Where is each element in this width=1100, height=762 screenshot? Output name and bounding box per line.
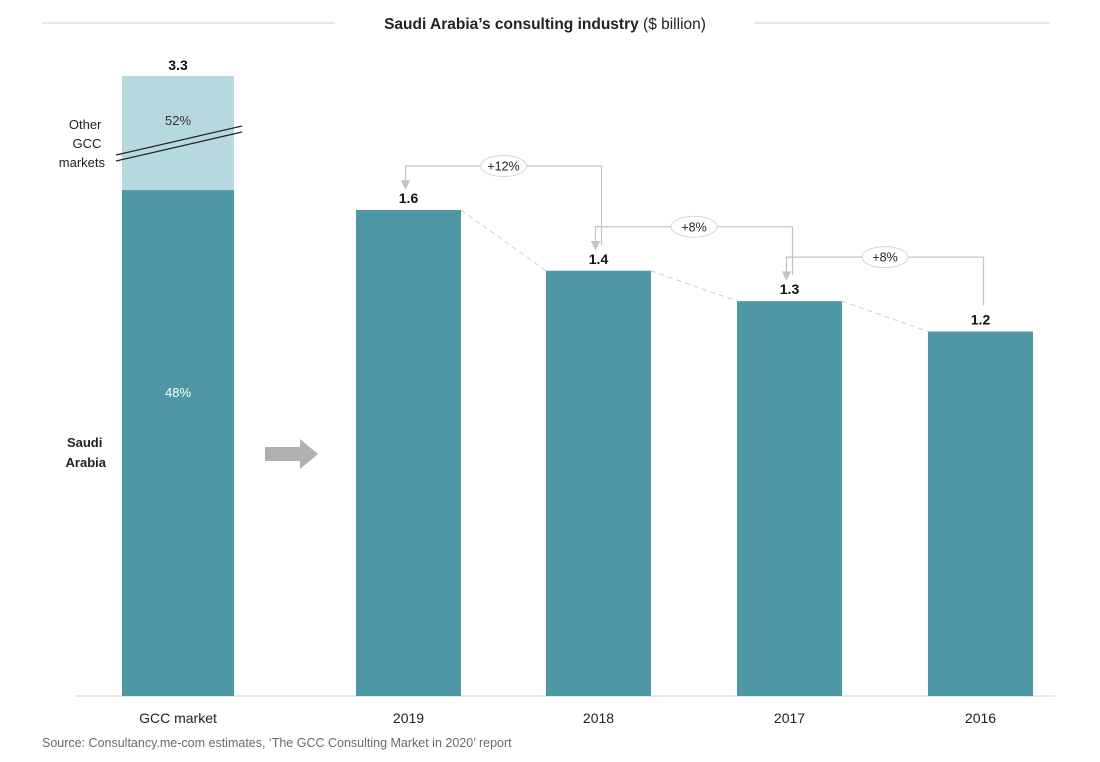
chart-title: Saudi Arabia’s consulting industry ($ bi… <box>384 16 706 33</box>
value-label-2016: 1.2 <box>971 312 991 328</box>
chart-title-main: Saudi Arabia’s consulting industry <box>384 16 639 33</box>
bar-2018 <box>546 270 651 696</box>
yearly-bars: 1.6 2019 1.4 2018 1.3 2017 1.2 2016 +12% +8% +8% <box>356 155 1033 726</box>
growth-label: +8% <box>872 251 897 265</box>
x-label-gcc-market: GCC market <box>139 710 217 726</box>
trend-connector <box>841 300 929 332</box>
trend-connector <box>460 209 547 272</box>
x-label-2016: 2016 <box>965 710 996 726</box>
break-line-lower <box>115 131 243 162</box>
growth-label: +8% <box>681 220 706 234</box>
x-label-2019: 2019 <box>393 710 424 726</box>
gcc-saudi-segment <box>122 190 234 696</box>
gcc-total-label: 3.3 <box>168 57 188 73</box>
gcc-other-segment <box>122 76 234 191</box>
growth-badge <box>480 155 527 177</box>
other-gcc-label: Other GCC markets <box>59 117 106 170</box>
break-line-upper <box>115 125 243 156</box>
bar-2017 <box>737 301 842 696</box>
trend-connector <box>650 270 738 302</box>
value-label-2017: 1.3 <box>780 281 800 297</box>
source-note: Source: Consultancy.me-com estimates, ‘T… <box>42 736 512 750</box>
growth-badge <box>670 215 718 238</box>
chart-title-unit: ($ billion) <box>643 16 706 33</box>
gcc-other-share-label: 52% <box>165 113 191 128</box>
x-label-2017: 2017 <box>774 710 805 726</box>
gcc-stacked-bar: 3.3 52% 48% Other GCC markets Saudi Arab… <box>59 57 243 726</box>
bar-2019 <box>356 210 461 696</box>
value-label-2018: 1.4 <box>589 251 609 267</box>
growth-badge <box>861 246 909 269</box>
gcc-saudi-share-label: 48% <box>165 385 191 400</box>
growth-label: +12% <box>487 160 519 174</box>
bar-2016 <box>928 331 1033 696</box>
transition-arrow-icon <box>265 439 318 469</box>
saudi-arabia-label: Saudi Arabia <box>66 435 107 470</box>
x-label-2018: 2018 <box>583 710 614 726</box>
value-label-2019: 1.6 <box>399 190 419 206</box>
